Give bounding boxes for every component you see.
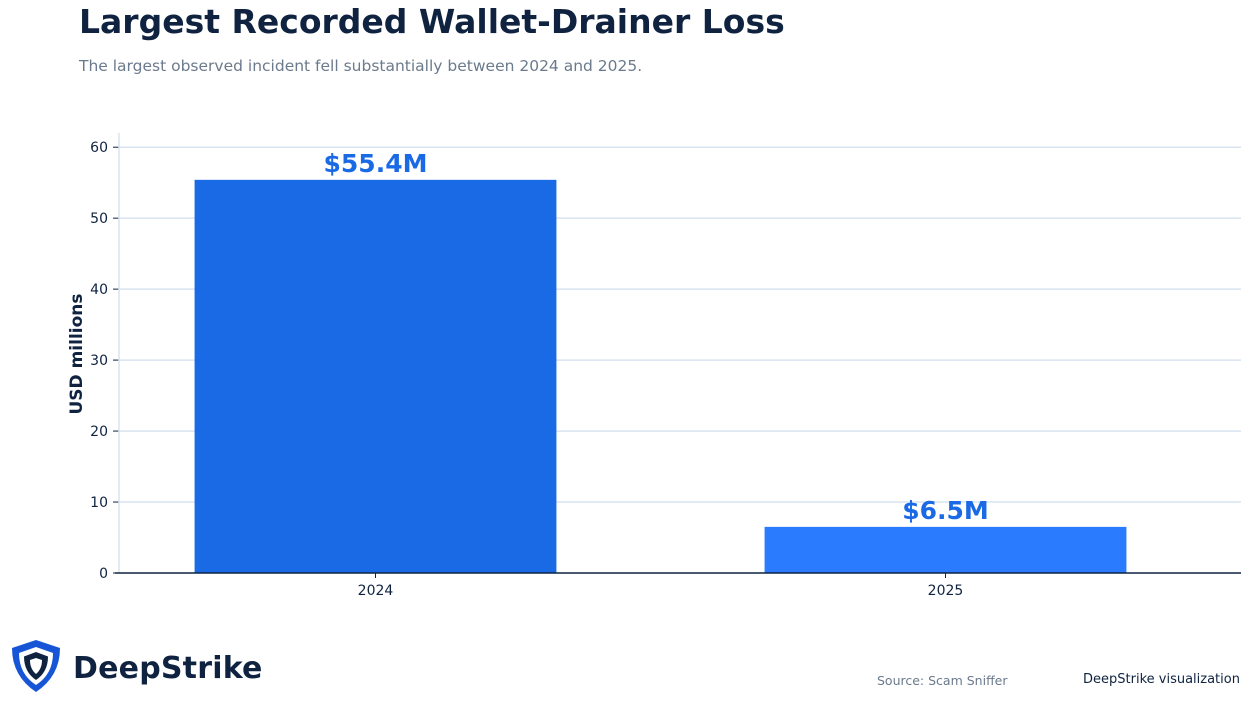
bar-value-label: $6.5M — [902, 496, 989, 525]
y-tick-label: 30 — [90, 353, 108, 369]
x-tick-label: 2024 — [358, 583, 394, 599]
y-tick-label: 50 — [90, 211, 108, 227]
brand-logo: DeepStrike — [9, 638, 263, 698]
data-labels: $55.4M $6.5M — [324, 149, 989, 525]
y-axis-label: USD millions — [67, 293, 87, 414]
visualization-credit: DeepStrike visualization — [1083, 672, 1240, 687]
page-title: Largest Recorded Wallet-Drainer Loss — [79, 2, 785, 41]
axes: 0 10 20 30 40 50 60 2024 2025 — [90, 133, 1241, 599]
x-tick-label: 2025 — [928, 583, 964, 599]
brand-name: DeepStrike — [73, 650, 263, 686]
bar-value-label: $55.4M — [324, 149, 428, 178]
bar-2024 — [194, 179, 557, 573]
y-tick-label: 10 — [90, 495, 108, 511]
y-tick-label: 40 — [90, 282, 108, 298]
bar-2025 — [764, 526, 1127, 573]
y-tick-label: 20 — [90, 424, 108, 440]
bar-chart: 0 10 20 30 40 50 60 2024 2025 $55.4M $6.5M USD mi… — [67, 133, 1241, 599]
bars — [194, 179, 1127, 573]
y-tick-label: 0 — [99, 566, 108, 582]
source-note: Source: Scam Sniffer — [877, 673, 1008, 688]
y-tick-label: 60 — [90, 140, 108, 156]
shield-logo-icon — [9, 638, 63, 698]
page-subtitle: The largest observed incident fell subst… — [79, 57, 643, 75]
